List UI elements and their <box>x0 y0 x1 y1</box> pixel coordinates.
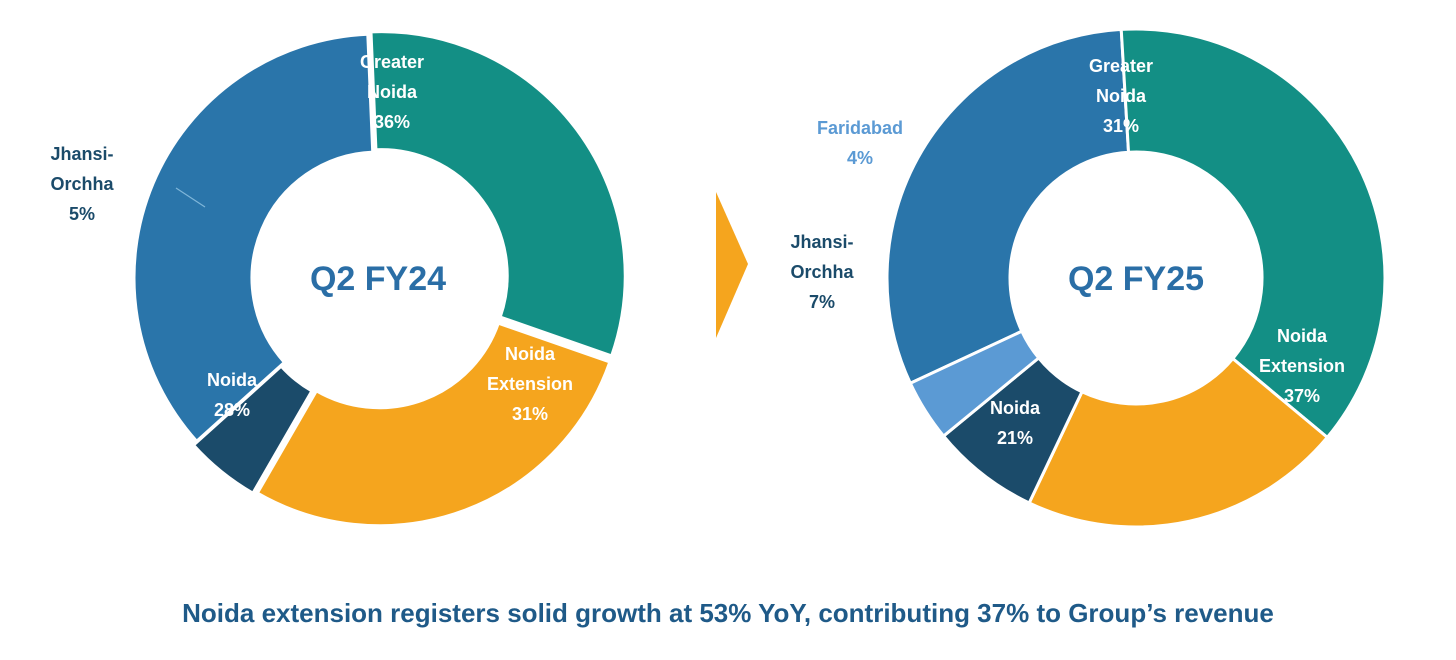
slice-value-label: 4% <box>847 148 873 168</box>
center-period-label: Q2 FY25 <box>1068 260 1204 298</box>
slice-label-noida: Noida 21% <box>990 398 1041 448</box>
slice-label-greater-noida: Greater Noida 31% <box>1089 56 1153 136</box>
slice-value-label: 31% <box>1103 116 1139 136</box>
slice-name-label: Orchha <box>790 262 854 282</box>
slice-greater-noida <box>885 27 1131 386</box>
slice-name-label: Noida <box>1277 326 1328 346</box>
slice-label-noida-extension: Noida Extension 37% <box>1259 326 1345 406</box>
slice-name-label: Extension <box>487 374 573 394</box>
slice-greater-noida <box>132 32 375 444</box>
slice-label-faridabad: Faridabad 4% <box>817 118 903 168</box>
slice-name-label: Jhansi- <box>50 144 113 164</box>
arrow-icon <box>716 192 748 338</box>
slice-name-label: Greater <box>360 52 424 72</box>
donut-chart-q2fy24: Greater Noida 36% Noida Extension 31% Noida 28%… <box>50 30 627 528</box>
slice-name-label: Extension <box>1259 356 1345 376</box>
slice-label-noida: Noida 28% <box>207 370 258 420</box>
slice-name-label: Orchha <box>50 174 114 194</box>
center-period-label: Q2 FY24 <box>310 260 446 298</box>
slice-value-label: 5% <box>69 204 95 224</box>
slice-label-greater-noida: Greater Noida 36% <box>360 52 424 132</box>
slice-name-label: Noida <box>990 398 1041 418</box>
slice-name-label: Faridabad <box>817 118 903 138</box>
slice-label-jhansi-orchha: Jhansi- Orchha 7% <box>790 232 854 312</box>
slice-value-label: 7% <box>809 292 835 312</box>
slice-name-label: Noida <box>367 82 418 102</box>
slice-jhansi-orchha <box>191 364 314 496</box>
chart-caption: Noida extension registers solid growth a… <box>182 598 1274 628</box>
slice-value-label: 36% <box>374 112 410 132</box>
slice-value-label: 28% <box>214 400 250 420</box>
slice-noida <box>255 321 612 528</box>
slice-label-jhansi-orchha: Jhansi- Orchha 5% <box>50 144 114 224</box>
slice-value-label: 37% <box>1284 386 1320 406</box>
slice-name-label: Noida <box>207 370 258 390</box>
slice-value-label: 21% <box>997 428 1033 448</box>
slice-value-label: 31% <box>512 404 548 424</box>
slice-noida <box>1027 356 1330 529</box>
slice-name-label: Noida <box>505 344 556 364</box>
slice-name-label: Jhansi- <box>790 232 853 252</box>
slice-noida-extension <box>1119 27 1387 440</box>
slice-name-label: Greater <box>1089 56 1153 76</box>
slice-noida-extension <box>369 30 627 358</box>
leader-line <box>175 187 206 208</box>
slice-name-label: Noida <box>1096 86 1147 106</box>
slice-label-noida-extension: Noida Extension 31% <box>487 344 573 424</box>
donut-chart-q2fy25: Greater Noida 31% Noida Extension 37% Noida 21%… <box>790 27 1387 529</box>
slice-faridabad <box>908 329 1041 439</box>
